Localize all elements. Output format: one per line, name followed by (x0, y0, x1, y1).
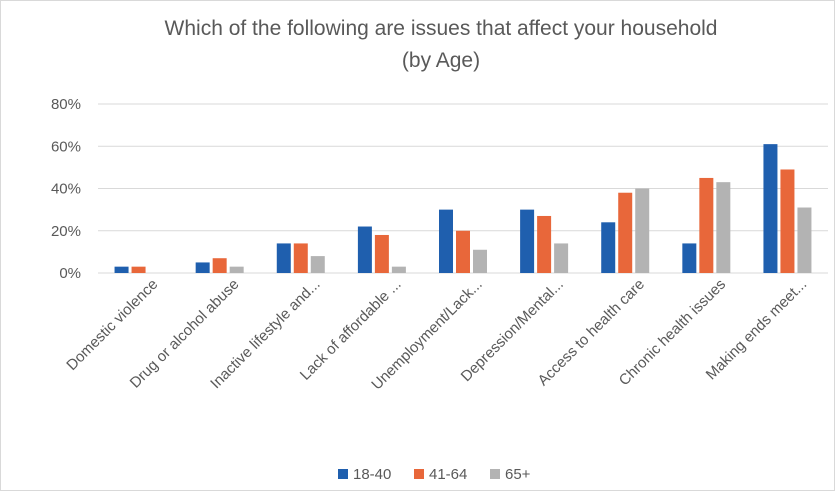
chart-subtitle: (by Age) (402, 49, 480, 72)
y-tick-label: 60% (51, 138, 81, 155)
bar-65+-5 (554, 243, 569, 273)
legend-label: 65+ (505, 466, 531, 483)
bars (114, 144, 812, 273)
bar-65+-4 (473, 249, 487, 273)
bar-18-40-3 (357, 226, 372, 273)
bar-18-40-8 (763, 144, 778, 273)
chart-title: Which of the following are issues that a… (165, 17, 718, 40)
bar-41-64-4 (456, 230, 470, 273)
legend-label: 18-40 (353, 466, 391, 483)
y-tick-label: 80% (51, 96, 81, 113)
y-tick-label: 20% (51, 223, 81, 240)
bar-41-64-1 (212, 258, 227, 273)
y-tick-label: 0% (59, 265, 81, 282)
bar-65+-7 (716, 182, 731, 273)
bar-65+-6 (635, 188, 650, 273)
legend-swatch (414, 469, 424, 479)
bar-65+-3 (391, 266, 406, 273)
bar-41-64-8 (780, 169, 795, 273)
legend-label: 41-64 (429, 466, 467, 483)
bar-65+-8 (797, 207, 812, 273)
bar-18-40-2 (276, 243, 291, 273)
bar-65+-1 (229, 266, 244, 273)
bar-18-40-5 (520, 209, 535, 273)
bar-18-40-1 (195, 262, 210, 273)
y-axis-tick-labels: 0% 20% 40% 60% 80% (51, 96, 81, 282)
bar-18-40-4 (439, 209, 453, 273)
bar-41-64-5 (537, 215, 552, 273)
legend-swatch (338, 469, 348, 479)
legend: 18-40 41-64 65+ (338, 466, 531, 483)
legend-swatch (490, 469, 500, 479)
bar-41-64-3 (374, 234, 389, 273)
bar-18-40-7 (682, 243, 697, 273)
y-tick-label: 40% (51, 181, 81, 198)
bar-41-64-2 (293, 243, 308, 273)
bar-65+-2 (310, 256, 325, 273)
bar-18-40-0 (114, 266, 129, 273)
bar-41-64-7 (699, 177, 714, 273)
bar-41-64-0 (131, 266, 146, 273)
bar-18-40-6 (601, 222, 616, 273)
bar-41-64-6 (618, 192, 633, 273)
